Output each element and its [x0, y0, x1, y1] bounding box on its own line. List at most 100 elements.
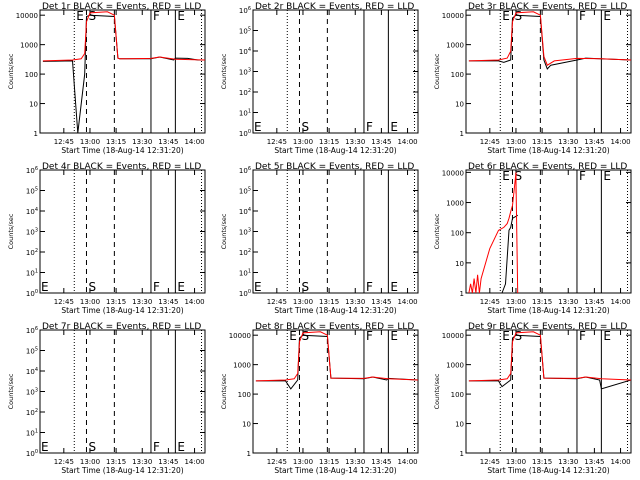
panel-title: Det 4r BLACK = Events, RED = LLD	[42, 162, 201, 172]
marker-letter-s: S	[88, 440, 96, 454]
y-tick-label: 10000	[442, 12, 464, 20]
x-tick-label: 12:45	[480, 458, 500, 466]
y-tick-label: 105	[239, 187, 251, 196]
x-tick-label: 14:00	[397, 298, 417, 306]
x-tick-label: 14:00	[610, 138, 630, 146]
y-tick-label: 10	[29, 101, 38, 109]
series-events	[501, 214, 518, 293]
series-lld	[42, 11, 205, 62]
y-tick-label: 103	[239, 228, 251, 237]
marker-letter-e: E	[177, 440, 185, 454]
marker-letter-s: S	[514, 169, 522, 183]
y-axis-label: Counts/sec	[220, 373, 228, 409]
y-axis-label: Counts/sec	[433, 213, 441, 249]
marker-letter-e: E	[390, 120, 398, 134]
plot-frame	[465, 9, 632, 134]
x-tick-label: 13:00	[293, 138, 313, 146]
x-tick-label: 13:00	[80, 298, 100, 306]
x-tick-label: 13:00	[293, 458, 313, 466]
marker-letter-s: S	[88, 280, 96, 294]
x-tick-label: 12:45	[480, 298, 500, 306]
marker-letter-e: E	[603, 169, 611, 183]
x-tick-label: 13:15	[319, 138, 339, 146]
x-tick-label: 13:30	[132, 138, 152, 146]
marker-letter-e: E	[254, 120, 262, 134]
x-axis-label: Start Time (18-Aug-14 12:31:20)	[487, 466, 609, 475]
x-tick-label: 14:00	[610, 458, 630, 466]
marker-letter-f: F	[366, 120, 373, 134]
x-tick-label: 13:30	[558, 458, 578, 466]
x-tick-label: 13:45	[371, 458, 391, 466]
marker-letter-s: S	[301, 329, 309, 343]
x-tick-label: 13:15	[106, 138, 126, 146]
x-tick-label: 14:00	[184, 298, 204, 306]
y-tick-label: 103	[26, 388, 38, 397]
marker-letter-e: E	[177, 9, 185, 23]
x-axis-label: Start Time (18-Aug-14 12:31:20)	[274, 146, 396, 155]
x-tick-label: 13:00	[506, 138, 526, 146]
y-tick-label: 1000	[446, 42, 464, 50]
panel-title: Det 6r BLACK = Events, RED = LLD	[468, 162, 627, 172]
x-tick-label: 12:45	[54, 138, 74, 146]
marker-letter-e: E	[502, 169, 510, 183]
y-tick-label: 101	[239, 109, 251, 118]
y-tick-label: 102	[26, 248, 38, 257]
x-axis-label: Start Time (18-Aug-14 12:31:20)	[61, 466, 183, 475]
y-tick-label: 10	[455, 101, 464, 109]
y-tick-label: 100	[451, 391, 464, 399]
x-tick-label: 14:00	[184, 458, 204, 466]
plot-frame	[39, 169, 206, 294]
x-tick-label: 14:00	[397, 138, 417, 146]
x-tick-label: 14:00	[184, 138, 204, 146]
y-tick-label: 102	[26, 408, 38, 417]
y-axis-label: Counts/sec	[433, 373, 441, 409]
y-tick-label: 10000	[16, 12, 38, 20]
x-tick-label: 13:15	[106, 298, 126, 306]
y-tick-label: 1000	[446, 200, 464, 208]
x-tick-label: 13:45	[158, 458, 178, 466]
y-axis-label: Counts/sec	[7, 373, 15, 409]
y-tick-label: 1	[460, 130, 464, 138]
marker-letter-e: E	[289, 329, 297, 343]
marker-letter-e: E	[177, 280, 185, 294]
x-tick-label: 13:45	[158, 138, 178, 146]
x-tick-label: 13:45	[158, 298, 178, 306]
panel-title: Det 1r BLACK = Events, RED = LLD	[42, 2, 201, 12]
y-tick-label: 103	[26, 228, 38, 237]
marker-letter-e: E	[603, 329, 611, 343]
marker-letter-e: E	[390, 280, 398, 294]
x-tick-label: 13:15	[319, 458, 339, 466]
x-axis-label: Start Time (18-Aug-14 12:31:20)	[487, 306, 609, 315]
marker-letter-s: S	[88, 9, 96, 23]
x-tick-label: 12:45	[480, 138, 500, 146]
y-tick-label: 100	[239, 129, 251, 138]
y-tick-label: 100	[451, 71, 464, 79]
series-events	[468, 14, 631, 70]
panel-title: Det 9r BLACK = Events, RED = LLD	[468, 322, 627, 332]
x-axis-label: Start Time (18-Aug-14 12:31:20)	[61, 146, 183, 155]
marker-letter-f: F	[579, 329, 586, 343]
x-tick-label: 13:30	[558, 138, 578, 146]
y-tick-label: 100	[239, 289, 251, 298]
marker-letter-f: F	[153, 440, 160, 454]
x-tick-label: 13:15	[106, 458, 126, 466]
x-tick-label: 12:45	[54, 298, 74, 306]
x-tick-label: 13:00	[80, 138, 100, 146]
panel-title: Det 2r BLACK = Events, RED = LLD	[255, 2, 414, 12]
series-events	[42, 14, 205, 133]
marker-letter-e: E	[41, 280, 49, 294]
y-tick-label: 1000	[446, 362, 464, 370]
x-tick-label: 13:15	[532, 138, 552, 146]
y-axis-label: Counts/sec	[220, 53, 228, 89]
y-tick-label: 105	[26, 347, 38, 356]
y-tick-label: 106	[26, 166, 38, 175]
y-axis-label: Counts/sec	[433, 53, 441, 89]
plot-frame	[465, 329, 632, 454]
x-tick-label: 13:45	[371, 298, 391, 306]
series-events	[468, 334, 631, 390]
